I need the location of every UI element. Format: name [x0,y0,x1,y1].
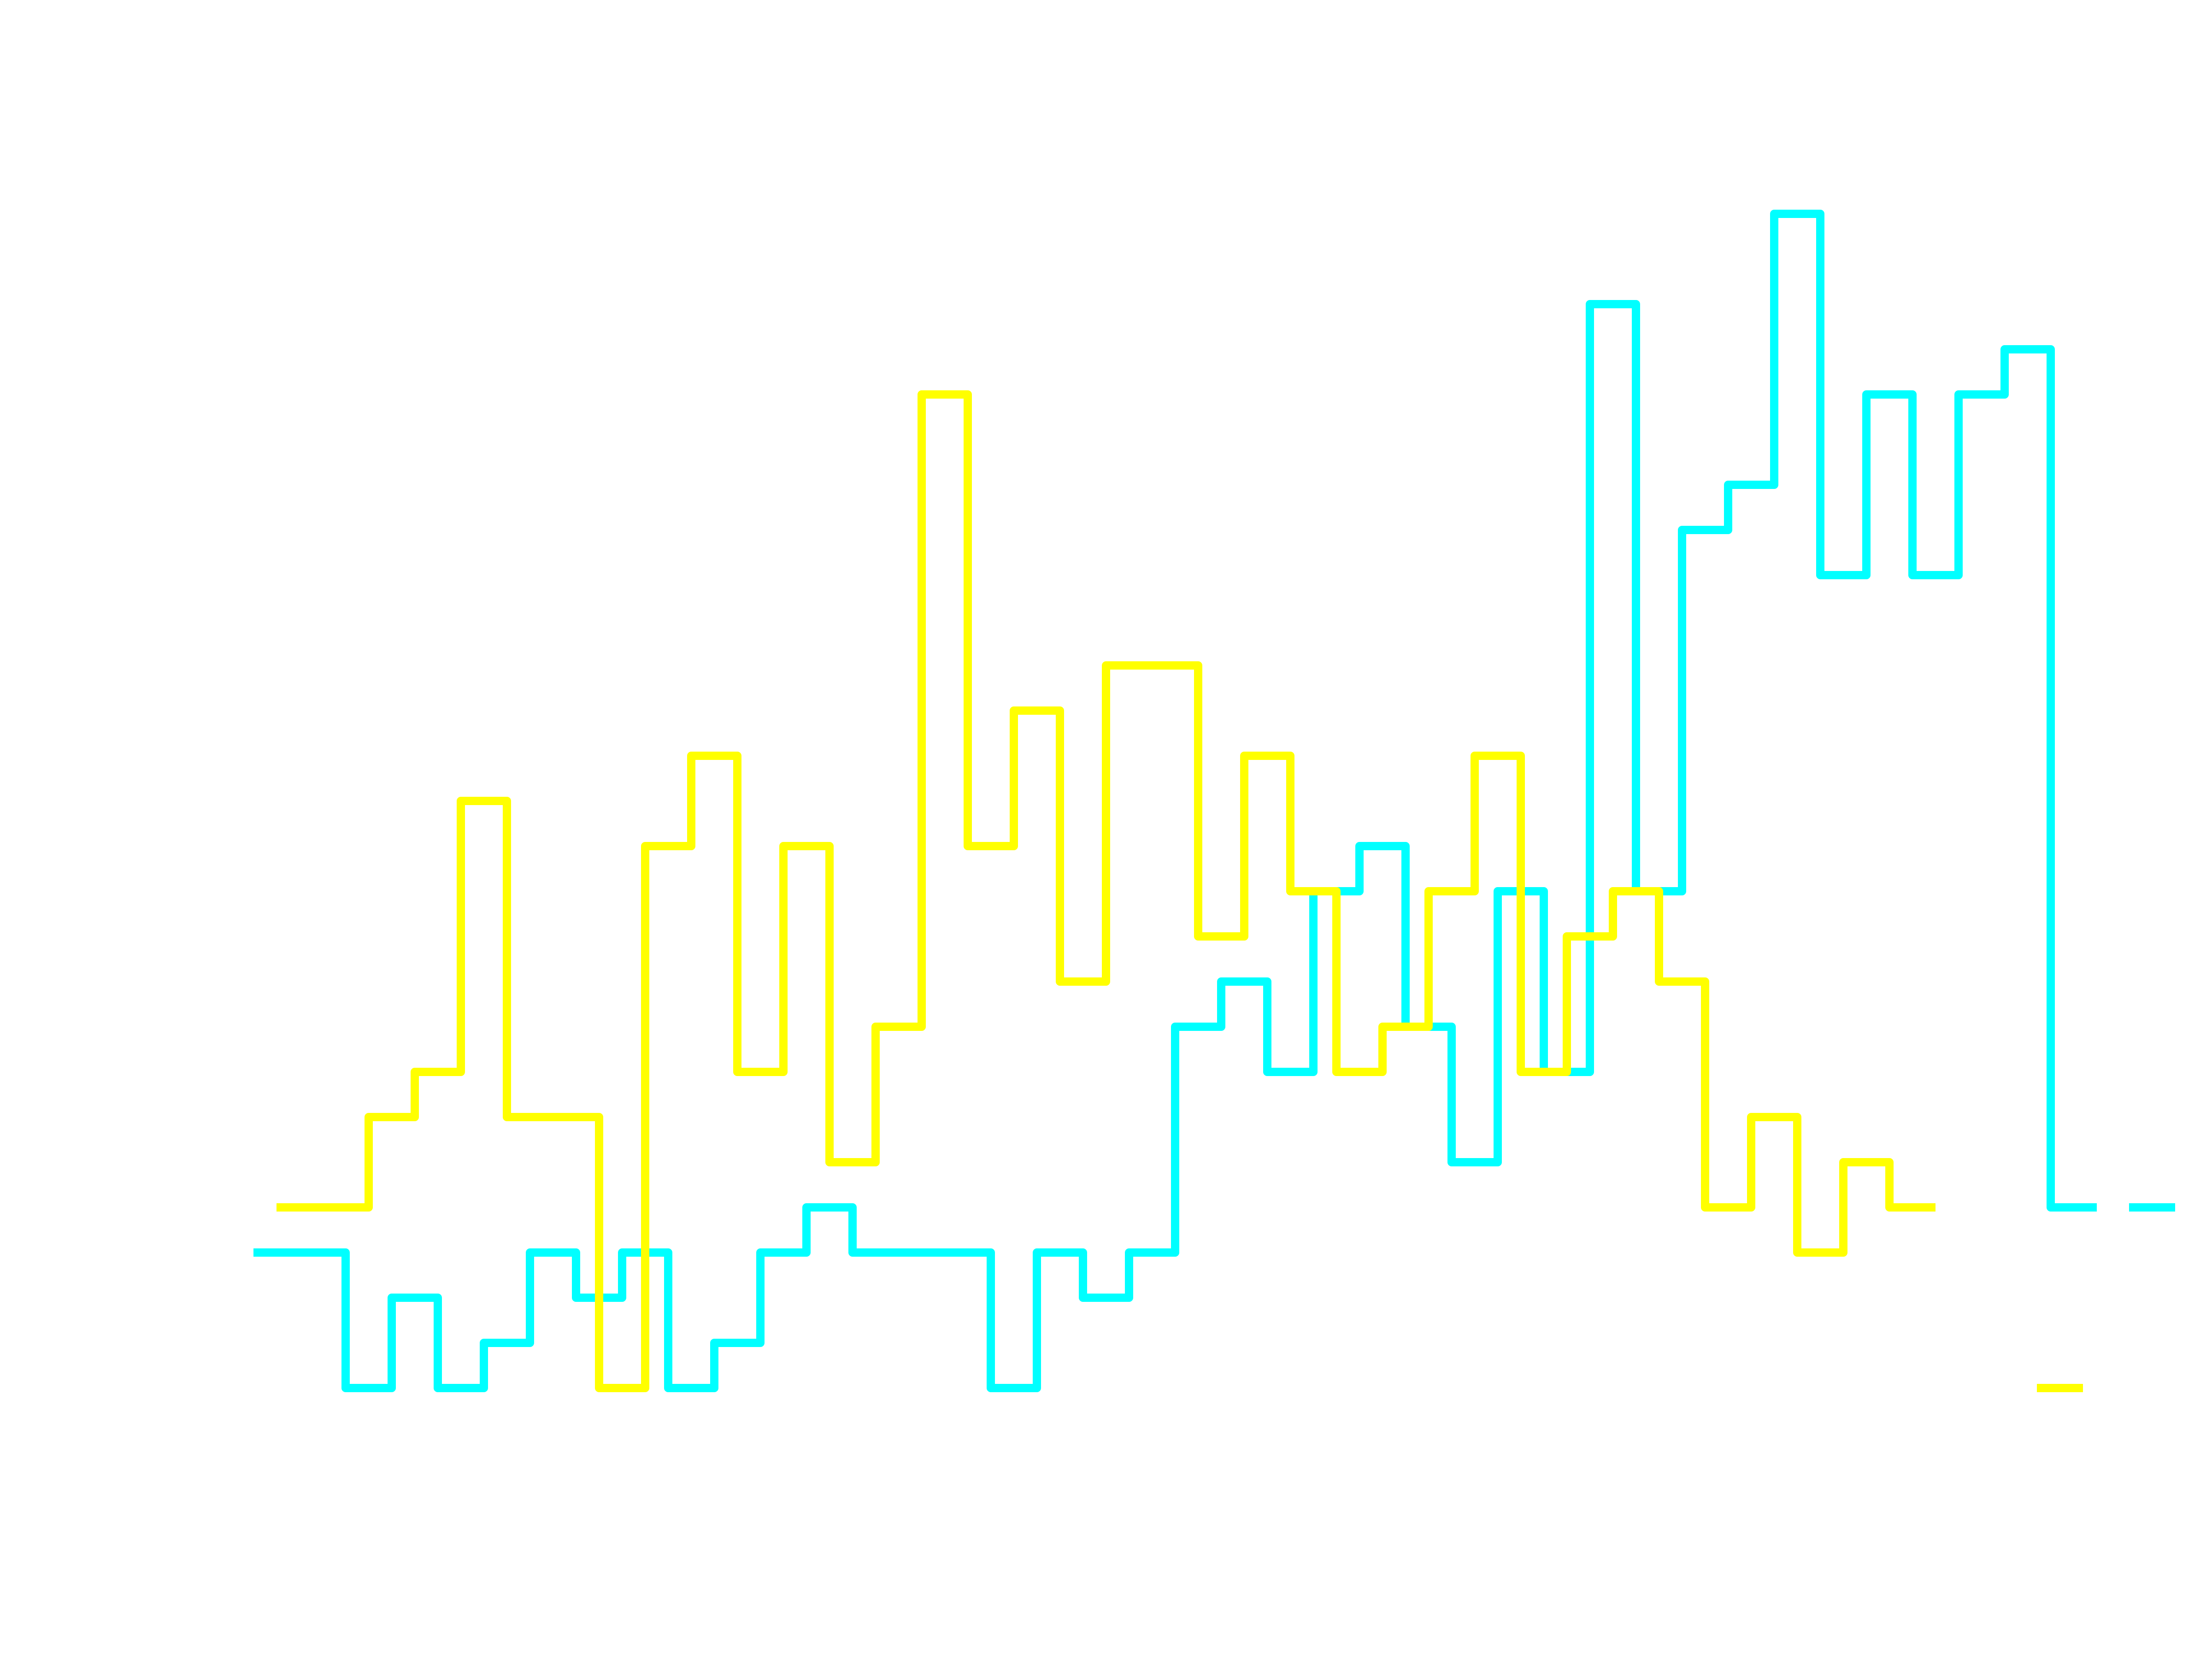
series-2-line [276,390,1936,1392]
series-1-line [253,210,2097,1392]
series-layer [253,210,2175,1392]
